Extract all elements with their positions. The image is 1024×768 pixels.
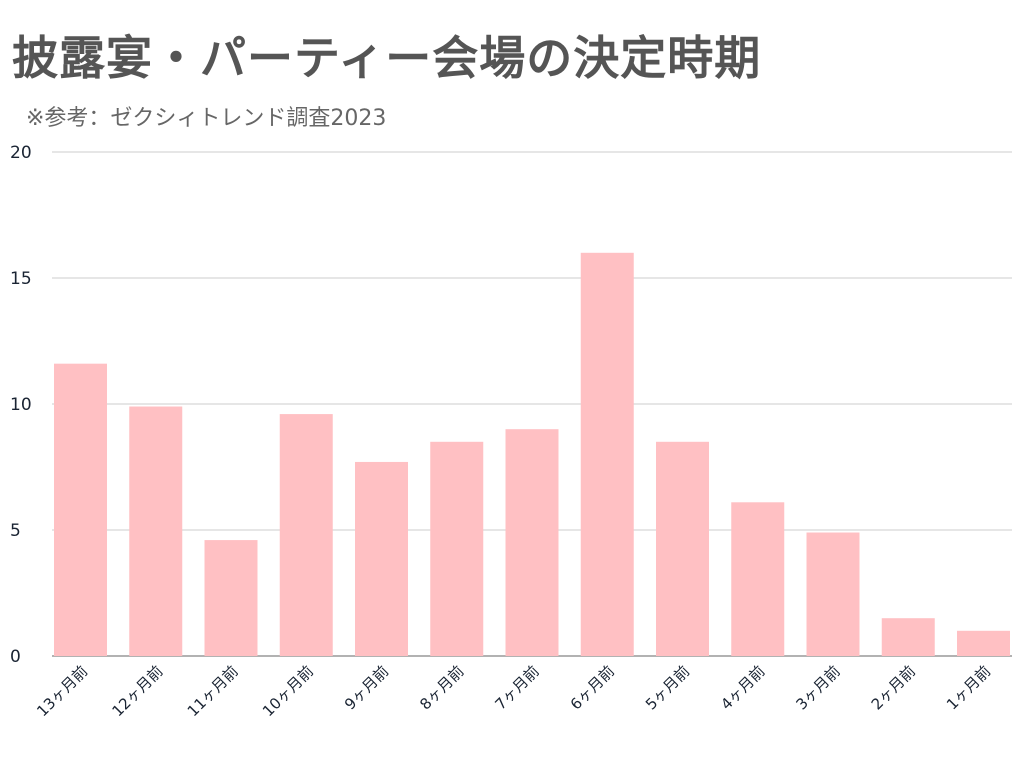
x-tick-label: 1ヶ月前 bbox=[943, 662, 994, 713]
x-tick-label: 13ヶ月前 bbox=[33, 662, 91, 720]
bar bbox=[656, 441, 709, 656]
bar bbox=[580, 252, 634, 657]
bar bbox=[806, 532, 860, 656]
x-tick-label: 6ヶ月前 bbox=[567, 662, 618, 713]
bar bbox=[279, 414, 333, 656]
bar bbox=[355, 461, 408, 656]
x-tick-label: 8ヶ月前 bbox=[416, 662, 467, 713]
bar bbox=[54, 363, 107, 656]
x-tick-label: 7ヶ月前 bbox=[492, 662, 543, 713]
x-tick-label: 2ヶ月前 bbox=[868, 662, 919, 713]
x-tick-label: 10ヶ月前 bbox=[259, 662, 317, 720]
x-tick-label: 12ヶ月前 bbox=[109, 662, 167, 720]
x-tick-label: 11ヶ月前 bbox=[184, 662, 242, 720]
x-tick-label: 4ヶ月前 bbox=[717, 662, 768, 713]
bar bbox=[957, 630, 1010, 656]
y-tick-label: 10 bbox=[10, 395, 32, 415]
bar bbox=[129, 406, 183, 656]
chart-title: 披露宴・パーティー会場の決定時期 bbox=[12, 31, 762, 85]
bar bbox=[204, 540, 258, 656]
bar bbox=[881, 618, 935, 656]
x-tick-label: 3ヶ月前 bbox=[793, 662, 844, 713]
bar bbox=[505, 429, 559, 656]
y-tick-label: 15 bbox=[10, 269, 32, 289]
bar bbox=[731, 502, 785, 656]
y-tick-label: 0 bbox=[10, 647, 21, 667]
bar bbox=[430, 441, 484, 656]
y-tick-label: 20 bbox=[10, 143, 32, 163]
chart-subtitle: ※参考：ゼクシィトレンド調査2023 bbox=[26, 106, 387, 131]
x-tick-label: 5ヶ月前 bbox=[642, 662, 693, 713]
y-tick-label: 5 bbox=[10, 521, 21, 541]
x-tick-label: 9ヶ月前 bbox=[341, 662, 392, 713]
